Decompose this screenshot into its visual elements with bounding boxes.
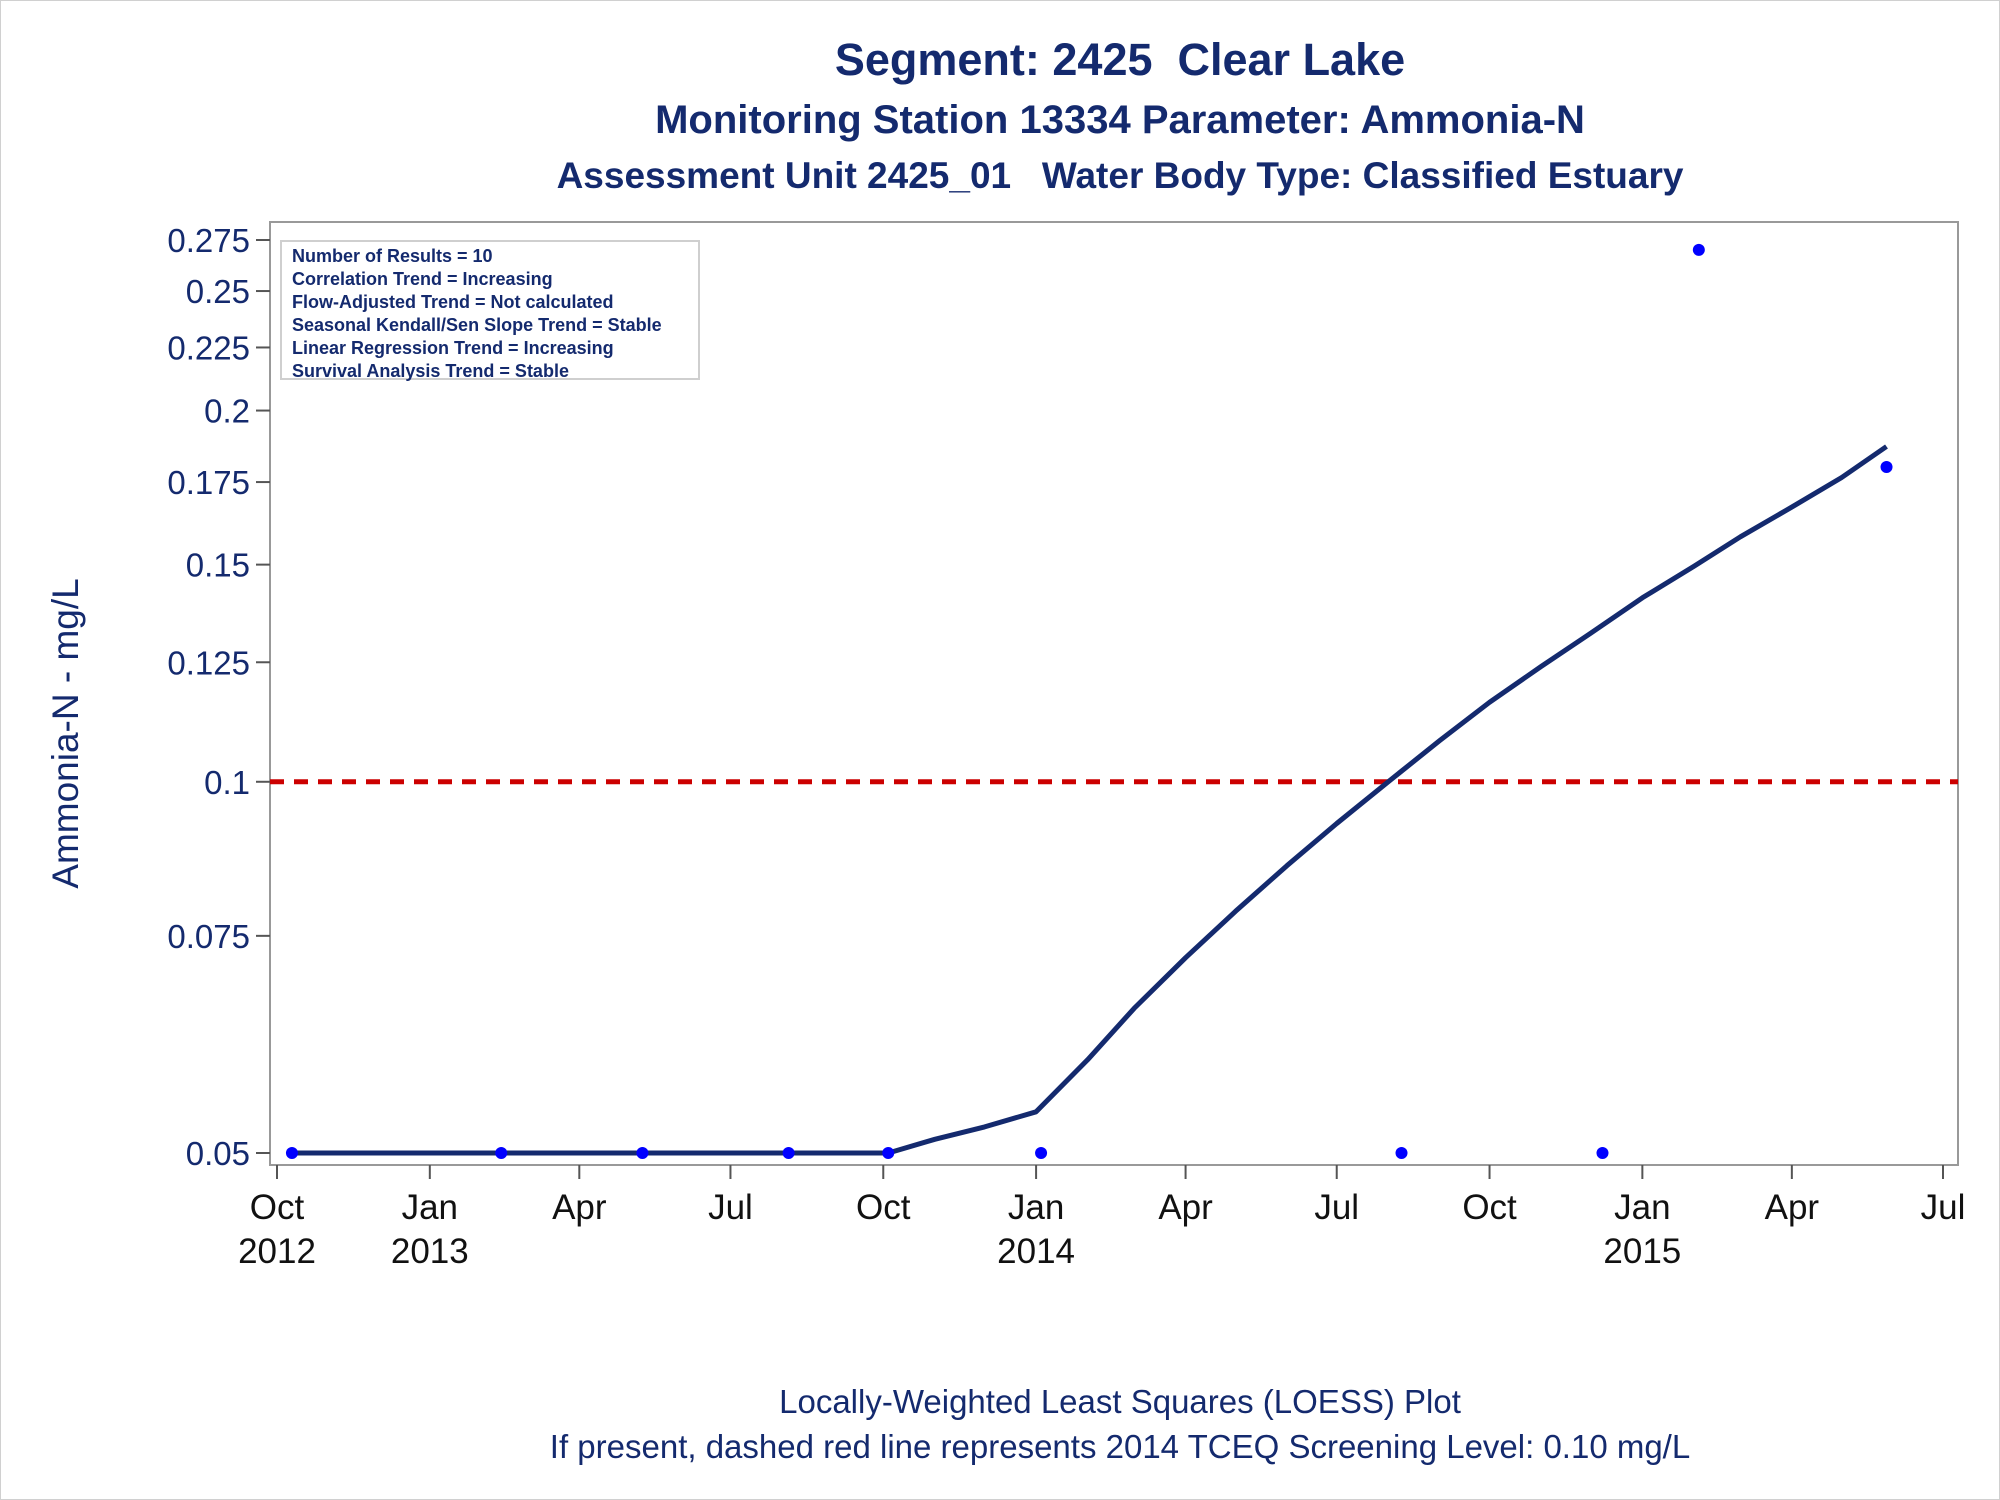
x-tick-label-year: 2013 (391, 1232, 469, 1271)
x-tick-label-month: Jan (402, 1188, 458, 1227)
data-point (1692, 243, 1705, 256)
y-tick-label: 0.125 (167, 644, 250, 681)
chart-title: Segment: 2425 Clear Lake (834, 34, 1406, 85)
chart-subtitle-station: Monitoring Station 13334 Parameter: Ammo… (655, 98, 1585, 142)
stat-linear-regression-trend: Linear Regression Trend = Increasing (292, 338, 614, 358)
x-tick-label-year: 2015 (1603, 1232, 1681, 1271)
y-tick-label: 0.225 (167, 329, 250, 366)
stat-correlation-trend: Correlation Trend = Increasing (292, 269, 553, 289)
x-tick-label-month: Apr (1158, 1188, 1213, 1227)
x-tick-label-month: Oct (1462, 1188, 1517, 1227)
trend-stats-box: Number of Results = 10 Correlation Trend… (280, 240, 700, 381)
data-point (882, 1147, 895, 1159)
data-point (1880, 460, 1893, 473)
y-tick-label: 0.05 (186, 1135, 250, 1172)
data-point (1596, 1147, 1609, 1159)
stat-number-of-results: Number of Results = 10 (292, 246, 493, 266)
x-tick-label-month: Jul (1921, 1188, 1966, 1227)
x-tick-label-month: Jan (1614, 1188, 1670, 1227)
x-tick-label-month: Apr (552, 1188, 607, 1227)
data-point (782, 1147, 795, 1159)
x-tick-label-month: Jul (708, 1188, 753, 1227)
y-tick-label: 0.075 (167, 918, 250, 955)
x-tick-label-month: Oct (856, 1188, 911, 1227)
y-tick-label: 0.175 (167, 464, 250, 501)
data-point (1395, 1147, 1408, 1159)
data-point (495, 1147, 508, 1159)
x-tick-label-month: Oct (250, 1188, 305, 1227)
data-point (285, 1147, 298, 1159)
plot-area-frame (269, 221, 1959, 1166)
stat-survival-analysis-trend: Survival Analysis Trend = Stable (292, 361, 569, 381)
stat-flow-adjusted-trend: Flow-Adjusted Trend = Not calculated (292, 292, 614, 312)
y-tick-label: 0.15 (186, 547, 250, 584)
x-tick-label-year: 2012 (238, 1232, 316, 1271)
footnote-screening-level: If present, dashed red line represents 2… (549, 1428, 1691, 1465)
x-tick-label-month: Jan (1008, 1188, 1064, 1227)
y-tick-label: 0.2 (204, 393, 250, 430)
data-point (636, 1147, 649, 1159)
data-point (1035, 1147, 1048, 1159)
y-axis-label: Ammonia-N - mg/L (45, 578, 86, 888)
x-tick-label-year: 2014 (997, 1232, 1075, 1271)
y-tick-label: 0.275 (167, 222, 250, 259)
footnote-loess: Locally-Weighted Least Squares (LOESS) P… (779, 1383, 1461, 1420)
x-tick-label-month: Apr (1765, 1188, 1820, 1227)
loess-line (291, 444, 1888, 1156)
y-tick-label: 0.25 (186, 273, 250, 310)
y-tick-label: 0.1 (204, 764, 250, 801)
x-tick-label-month: Jul (1314, 1188, 1359, 1227)
chart-subtitle-assessment: Assessment Unit 2425_01 Water Body Type:… (556, 155, 1684, 196)
stat-seasonal-kendall-trend: Seasonal Kendall/Sen Slope Trend = Stabl… (292, 315, 662, 335)
